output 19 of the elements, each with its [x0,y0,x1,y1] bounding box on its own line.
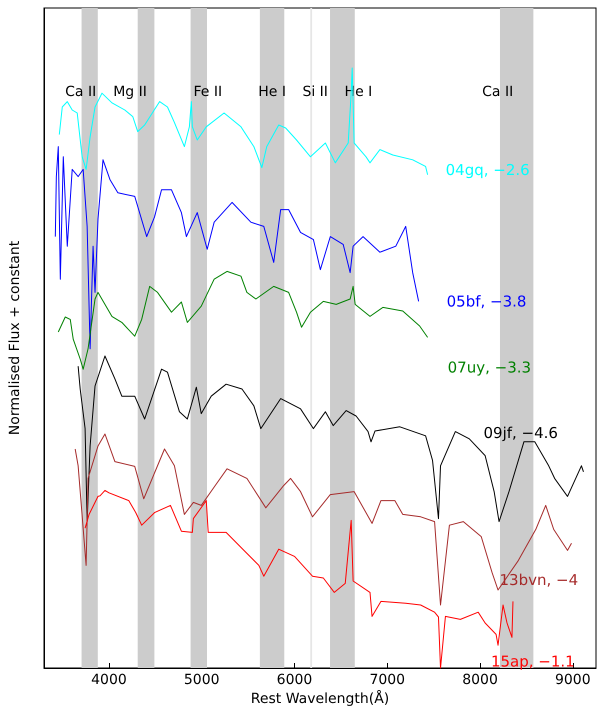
x-tick-label: 6000 [276,672,312,688]
band-label: Ca II [65,84,96,100]
band-label: He I [258,84,286,100]
x-tick-label: 4000 [91,672,127,688]
x-axis-title: Rest Wavelength(Å) [250,690,390,707]
series-label: 04gq, −2.6 [446,160,530,179]
band-label: Fe II [193,84,222,100]
series-label: 09jf, −4.6 [483,424,558,442]
y-axis-title: Normalised Flux + constant [7,240,23,436]
x-tick-label: 5000 [184,672,220,688]
x-tick-label: 9000 [554,672,591,688]
band-label: Ca II [482,84,514,100]
series-label: 07uy, −3.3 [448,358,532,376]
series-label: 15ap, −1.1 [490,652,575,670]
x-tick-label: 7000 [369,672,406,688]
band-label: Si II [302,84,328,100]
series-label: 05bf, −3.8 [446,292,526,310]
x-tick-label: 8000 [462,672,498,688]
band-label: Mg II [113,84,147,100]
